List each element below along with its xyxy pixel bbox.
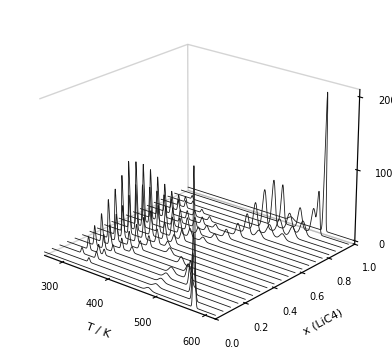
X-axis label: T / K: T / K — [84, 322, 111, 340]
Y-axis label: x (LiC4): x (LiC4) — [301, 308, 344, 337]
